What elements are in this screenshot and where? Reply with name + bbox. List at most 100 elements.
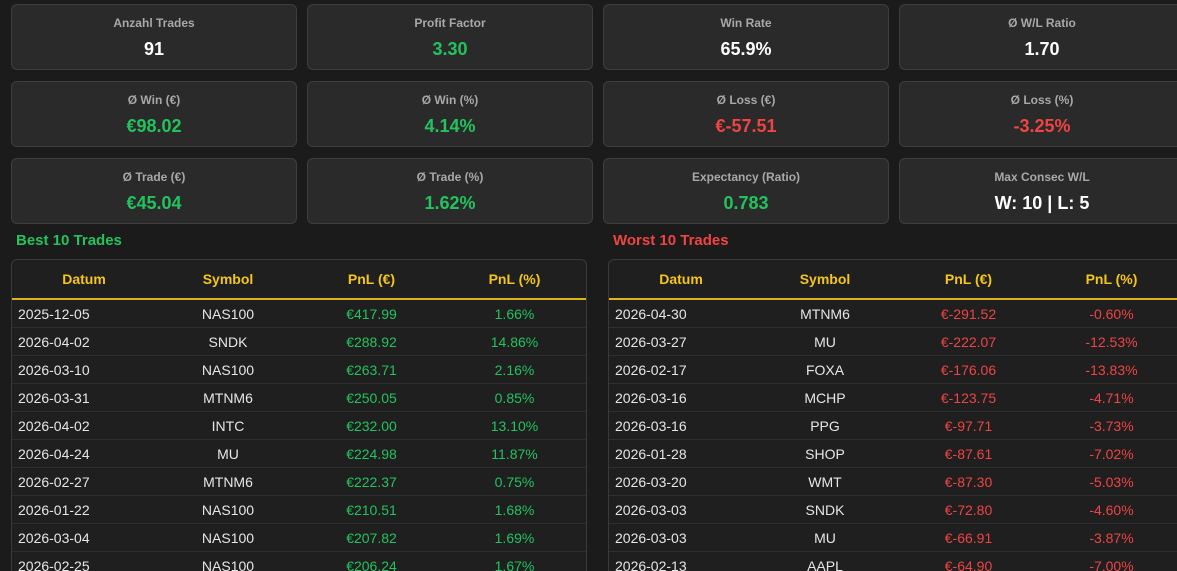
stat-value: €-57.51 [715, 116, 777, 136]
table-row[interactable]: 2026-02-17 FOXA €-176.06 -13.83% [609, 355, 1177, 384]
cell-pnl-eur: €232.00 [300, 411, 443, 440]
best-trades-body: 2025-12-05 NAS100 €417.99 1.66% 2026-04-02 SN… [12, 299, 586, 571]
cell-date: 2026-04-02 [12, 327, 156, 356]
stat-value: 91 [143, 39, 165, 59]
cell-symbol: MU [156, 439, 300, 468]
table-row[interactable]: 2026-03-03 SNDK €-72.80 -4.60% [609, 495, 1177, 524]
cell-pnl-eur: €-66.91 [897, 523, 1040, 552]
table-header-row: Datum Symbol PnL (€) PnL (%) [609, 260, 1177, 300]
stat-value: €98.02 [126, 116, 182, 136]
table-row[interactable]: 2026-03-03 MU €-66.91 -3.87% [609, 523, 1177, 552]
table-row[interactable]: 2026-03-04 NAS100 €207.82 1.69% [12, 523, 586, 552]
cell-date: 2026-01-22 [12, 495, 156, 524]
cell-pnl-pct: 1.68% [443, 495, 586, 524]
cell-pnl-pct: -3.87% [1040, 523, 1177, 552]
stat-label: Anzahl Trades [113, 16, 195, 30]
stat-label: Ø Win (€) [127, 93, 181, 107]
table-row[interactable]: 2026-02-13 AAPL €-64.90 -7.00% [609, 551, 1177, 571]
cell-pnl-pct: -12.53% [1040, 327, 1177, 356]
stat-label: Ø Trade (%) [416, 170, 484, 184]
stat-card-anzahl-trades: Anzahl Trades 91 [11, 4, 297, 70]
cell-symbol: FOXA [753, 355, 897, 384]
cell-symbol: PPG [753, 411, 897, 440]
table-header-row: Datum Symbol PnL (€) PnL (%) [12, 260, 586, 300]
cell-pnl-eur: €-64.90 [897, 551, 1040, 571]
stat-value: 4.14% [424, 116, 476, 136]
table-row[interactable]: 2026-04-24 MU €224.98 11.87% [12, 439, 586, 468]
stat-label: Max Consec W/L [994, 170, 1090, 184]
cell-pnl-eur: €288.92 [300, 327, 443, 356]
stat-value: 0.783 [723, 193, 769, 213]
cell-symbol: WMT [753, 467, 897, 496]
cell-date: 2026-03-27 [609, 327, 753, 356]
cell-symbol: MU [753, 523, 897, 552]
table-row[interactable]: 2026-03-10 NAS100 €263.71 2.16% [12, 355, 586, 384]
stat-label: Ø Win (%) [421, 93, 479, 107]
cell-pnl-eur: €417.99 [300, 299, 443, 328]
cell-pnl-eur: €224.98 [300, 439, 443, 468]
cell-pnl-pct: -5.03% [1040, 467, 1177, 496]
table-row[interactable]: 2026-04-30 MTNM6 €-291.52 -0.60% [609, 299, 1177, 328]
best-trades-table: Datum Symbol PnL (€) PnL (%) 2025-12-05 N… [12, 260, 586, 571]
table-row[interactable]: 2026-03-27 MU €-222.07 -12.53% [609, 327, 1177, 356]
cell-date: 2026-03-03 [609, 495, 753, 524]
column-header-pnl-pct[interactable]: PnL (%) [443, 260, 586, 300]
cell-symbol: NAS100 [156, 299, 300, 328]
stat-label: Expectancy (Ratio) [691, 170, 801, 184]
stat-card-avg-loss-pct: Ø Loss (%) -3.25% [899, 81, 1177, 147]
worst-trades-table-container: Datum Symbol PnL (€) PnL (%) 2026-04-30 M… [608, 259, 1177, 571]
cell-pnl-pct: -0.60% [1040, 299, 1177, 328]
column-header-symbol[interactable]: Symbol [156, 260, 300, 300]
table-row[interactable]: 2026-03-16 PPG €-97.71 -3.73% [609, 411, 1177, 440]
cell-pnl-pct: 0.85% [443, 383, 586, 412]
cell-date: 2026-03-31 [12, 383, 156, 412]
cell-date: 2026-02-13 [609, 551, 753, 571]
cell-pnl-pct: 11.87% [443, 439, 586, 468]
cell-symbol: NAS100 [156, 355, 300, 384]
cell-symbol: SNDK [753, 495, 897, 524]
cell-pnl-pct: -7.00% [1040, 551, 1177, 571]
table-row[interactable]: 2026-02-27 MTNM6 €222.37 0.75% [12, 467, 586, 496]
cell-pnl-eur: €-123.75 [897, 383, 1040, 412]
table-row[interactable]: 2026-02-25 NAS100 €206.24 1.67% [12, 551, 586, 571]
cell-date: 2026-03-20 [609, 467, 753, 496]
cell-date: 2026-04-24 [12, 439, 156, 468]
cell-pnl-eur: €222.37 [300, 467, 443, 496]
worst-trades-body: 2026-04-30 MTNM6 €-291.52 -0.60% 2026-03-27 M… [609, 299, 1177, 571]
cell-symbol: MTNM6 [156, 383, 300, 412]
cell-pnl-eur: €206.24 [300, 551, 443, 571]
stat-label: Win Rate [720, 16, 772, 30]
stat-value: -3.25% [1013, 116, 1071, 136]
column-header-symbol[interactable]: Symbol [753, 260, 897, 300]
stat-card-avg-win-eur: Ø Win (€) €98.02 [11, 81, 297, 147]
column-header-datum[interactable]: Datum [12, 260, 156, 300]
column-header-pnl-eur[interactable]: PnL (€) [897, 260, 1040, 300]
table-row[interactable]: 2025-12-05 NAS100 €417.99 1.66% [12, 299, 586, 328]
column-header-pnl-pct[interactable]: PnL (%) [1040, 260, 1177, 300]
cell-date: 2026-02-25 [12, 551, 156, 571]
table-row[interactable]: 2026-03-20 WMT €-87.30 -5.03% [609, 467, 1177, 496]
stat-label: Ø Loss (%) [1010, 93, 1074, 107]
cell-pnl-pct: -4.71% [1040, 383, 1177, 412]
table-row[interactable]: 2026-01-28 SHOP €-87.61 -7.02% [609, 439, 1177, 468]
stat-value: 1.62% [424, 193, 476, 213]
cell-pnl-eur: €-176.06 [897, 355, 1040, 384]
table-row[interactable]: 2026-04-02 SNDK €288.92 14.86% [12, 327, 586, 356]
table-row[interactable]: 2026-04-02 INTC €232.00 13.10% [12, 411, 586, 440]
stat-label: Ø Loss (€) [716, 93, 776, 107]
table-row[interactable]: 2026-03-31 MTNM6 €250.05 0.85% [12, 383, 586, 412]
column-header-datum[interactable]: Datum [609, 260, 753, 300]
cell-symbol: SNDK [156, 327, 300, 356]
column-header-pnl-eur[interactable]: PnL (€) [300, 260, 443, 300]
stat-card-max-consec: Max Consec W/L W: 10 | L: 5 [899, 158, 1177, 224]
table-row[interactable]: 2026-01-22 NAS100 €210.51 1.68% [12, 495, 586, 524]
cell-date: 2026-03-04 [12, 523, 156, 552]
stat-label: Ø W/L Ratio [1008, 16, 1076, 30]
stat-value: €45.04 [126, 193, 182, 213]
stat-label: Ø Trade (€) [122, 170, 186, 184]
cell-pnl-pct: -4.60% [1040, 495, 1177, 524]
cell-symbol: MTNM6 [753, 299, 897, 328]
cell-date: 2026-04-30 [609, 299, 753, 328]
table-row[interactable]: 2026-03-16 MCHP €-123.75 -4.71% [609, 383, 1177, 412]
